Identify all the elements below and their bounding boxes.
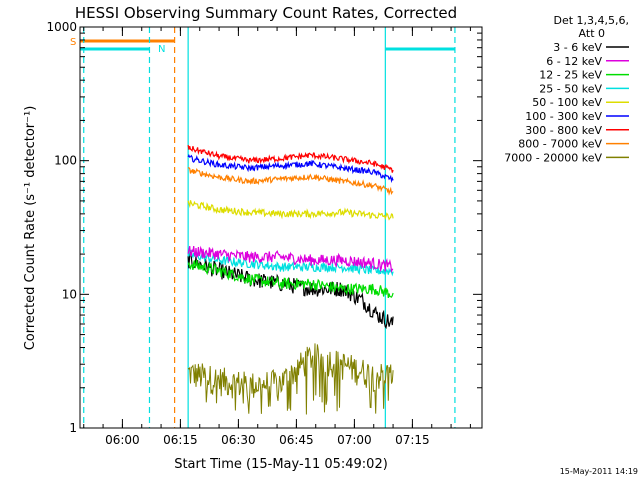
legend-label-8: 7000 - 20000 keV — [504, 151, 602, 164]
series-line-4 — [187, 200, 394, 221]
legend-title-line-1: Det 1,3,4,5,6, — [553, 14, 629, 27]
flag-label-saa: S — [70, 37, 76, 48]
series-line-5 — [187, 154, 394, 184]
legend-label-2: 12 - 25 keV — [539, 69, 602, 82]
legend-label-5: 100 - 300 keV — [525, 110, 602, 123]
plot-frame — [79, 26, 483, 429]
y-tick-label-3: 1000 — [46, 20, 77, 34]
axes-layer: 1 10 100 1000 06:00 06:15 06:30 06:45 07:00 07:15 — [46, 20, 483, 447]
timestamp: 15-May-2011 14:19 — [560, 467, 638, 476]
x-tick-label-3: 06:45 — [279, 433, 314, 447]
legend-title-line-2: Att 0 — [579, 27, 605, 40]
y-tick-label-2: 100 — [54, 154, 77, 168]
legend-label-6: 300 - 800 keV — [525, 124, 602, 137]
chart-title: HESSI Observing Summary Count Rates, Cor… — [75, 4, 457, 22]
x-tick-label-5: 07:15 — [395, 433, 430, 447]
legend-label-0: 3 - 6 keV — [553, 41, 602, 54]
y-axis-label: Corrected Count Rate (s⁻¹ detector⁻¹) — [23, 106, 38, 351]
legend-label-1: 6 - 12 keV — [546, 55, 602, 68]
series-line-7 — [188, 167, 394, 196]
x-tick-label-2: 06:30 — [221, 433, 256, 447]
legend-label-4: 50 - 100 keV — [532, 96, 602, 109]
series-layer — [187, 144, 394, 415]
series-line-6 — [187, 144, 394, 173]
flag-label-night: N — [158, 44, 165, 55]
legend-label-3: 25 - 50 keV — [539, 82, 602, 95]
x-axis-label: Start Time (15-May-11 05:49:02) — [174, 457, 388, 472]
y-tick-label-1: 10 — [62, 287, 77, 301]
series-line-1 — [187, 245, 394, 274]
series-line-2 — [187, 259, 394, 299]
legend-label-7: 800 - 7000 keV — [518, 138, 602, 151]
flag-layer: SN — [70, 27, 456, 428]
x-tick-label-4: 07:00 — [337, 433, 372, 447]
series-line-8 — [187, 343, 394, 415]
y-tick-label-0: 1 — [69, 421, 77, 435]
x-tick-label-0: 06:00 — [105, 433, 140, 447]
series-line-3 — [187, 249, 394, 277]
x-tick-label-1: 06:15 — [163, 433, 198, 447]
